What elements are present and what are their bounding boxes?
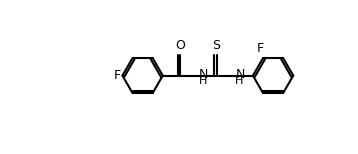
- Text: H: H: [199, 76, 207, 86]
- Text: H: H: [235, 76, 244, 86]
- Text: F: F: [257, 42, 264, 55]
- Text: N: N: [235, 68, 245, 81]
- Text: N: N: [199, 68, 208, 81]
- Text: O: O: [175, 39, 185, 52]
- Text: F: F: [114, 69, 121, 82]
- Text: S: S: [213, 39, 221, 52]
